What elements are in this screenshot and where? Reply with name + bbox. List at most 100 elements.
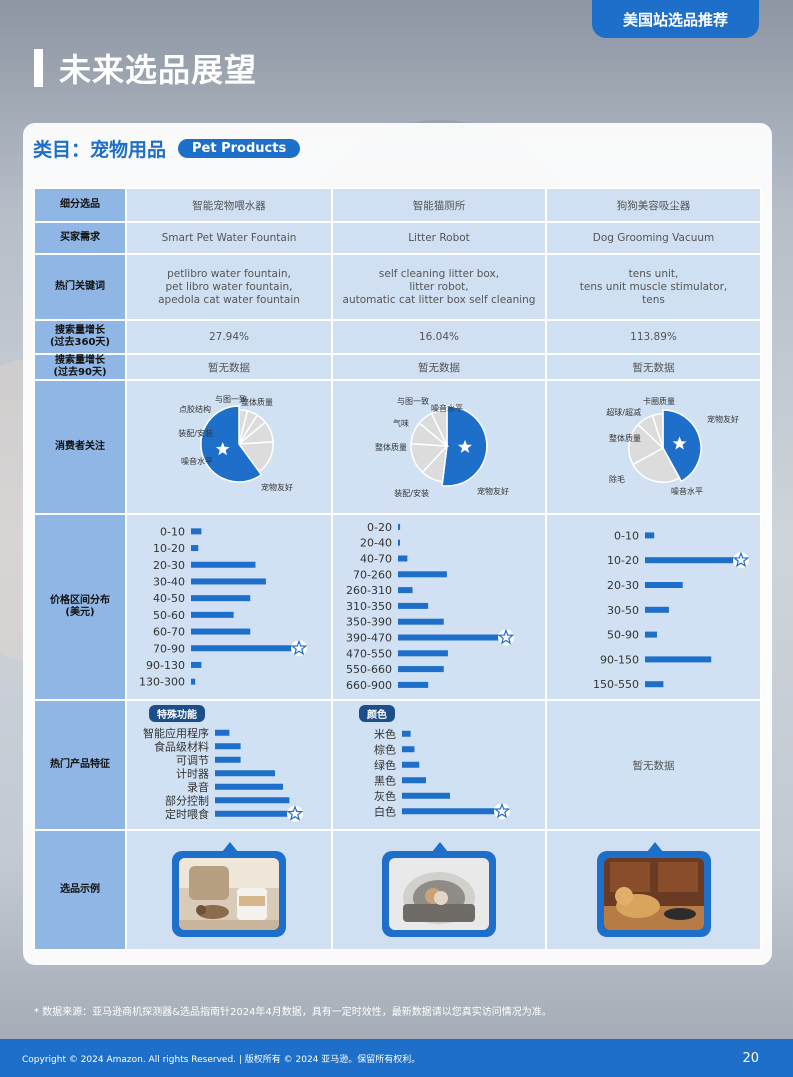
bar: [215, 743, 241, 750]
bar-label: 350-390: [346, 616, 392, 629]
pie-label: 宠物友好: [707, 414, 739, 424]
bar: [398, 571, 447, 578]
subcat-3: 狗狗美容吸尘器: [545, 187, 762, 223]
pie-label: 噪音水平: [671, 486, 703, 496]
need-1: Smart Pet Water Fountain: [125, 221, 333, 255]
bar-label: 白色: [374, 804, 396, 818]
star-icon: [212, 438, 233, 458]
content-card: 类目：宠物用品 Pet Products 细分选品 智能宠物喂水器 智能猫厕所 …: [23, 123, 772, 965]
page-number: 20: [742, 1050, 759, 1066]
keywords-1: petlibro water fountain, pet libro water…: [125, 253, 333, 321]
keyword: self cleaning litter box,: [378, 267, 500, 280]
bar: [191, 545, 199, 552]
label-buyer-need: 买家需求: [33, 221, 127, 255]
bar-label: 40-50: [153, 592, 185, 605]
growth90-3: 暂无数据: [545, 353, 762, 381]
row-features: 热门产品特征 特殊功能 智能应用程序 食品级材料 可调节 计时器 录音 部分控制 定时喂食 …: [33, 699, 762, 831]
keywords-3: tens unit, tens unit muscle stimulator, …: [545, 253, 762, 321]
title-bar: [34, 49, 43, 87]
bar-label: 70-90: [153, 642, 185, 655]
water-fountain-photo: [179, 858, 279, 930]
bar-label: 260-310: [346, 584, 392, 597]
bar: [398, 634, 502, 641]
row-focus: 消费者关注 点胶结构 与图一致 整体质量 装配/安装 噪音水平 宠物友好 与图一致 噪音水平…: [33, 379, 762, 515]
label-line: 搜索量增长: [55, 325, 105, 336]
copyright: Copyright © 2024 Amazon. All rights Rese…: [22, 1054, 421, 1065]
star-icon: [286, 805, 304, 821]
bar: [402, 730, 411, 737]
example-frame: [382, 841, 496, 939]
label-features: 热门产品特征: [33, 699, 127, 831]
footer: Copyright © 2024 Amazon. All rights Rese…: [0, 1039, 793, 1077]
category-cn: 类目：宠物用品: [33, 139, 167, 161]
bar: [644, 681, 663, 688]
bar: [215, 729, 230, 736]
pie-label: 点胶结构: [179, 404, 211, 414]
bar: [644, 582, 683, 588]
bar-label: 0-10: [160, 525, 185, 538]
label-line: 价格区间分布: [50, 595, 110, 606]
pie-slice: [631, 446, 681, 483]
label-subcat: 细分选品: [33, 187, 127, 223]
features-cell-1: 特殊功能 智能应用程序 食品级材料 可调节 计时器 录音 部分控制 定时喂食: [125, 699, 333, 831]
bar-label: 20-30: [153, 559, 185, 572]
label-focus: 消费者关注: [33, 379, 127, 515]
example-cell-1: [125, 829, 333, 951]
pie-slice: [430, 409, 448, 447]
pie-label: 与图一致: [397, 396, 429, 406]
bar: [191, 678, 196, 685]
bar-label: 50-90: [607, 629, 639, 642]
bar-label: 食品级材料: [154, 739, 209, 753]
star-icon: [497, 628, 515, 645]
star-icon: [493, 802, 511, 819]
star-icon: [732, 551, 749, 568]
bar: [191, 578, 266, 585]
bar-label: 70-260: [353, 568, 392, 581]
label-example: 选品示例: [33, 829, 127, 951]
page-title: 未来选品展望: [34, 48, 257, 89]
bar: [398, 666, 444, 673]
growth360-2: 16.04%: [331, 319, 547, 355]
bar: [402, 746, 415, 753]
bar-label: 米色: [374, 727, 396, 741]
bar-label: 40-70: [360, 553, 392, 566]
pie-slice: [200, 405, 263, 483]
bar-label: 550-660: [346, 663, 392, 676]
price-bar-chart: 0-10 10-20 20-30 30-50 50-90 90-150 150-550: [593, 529, 749, 691]
keywords-2: self cleaning litter box, litter robot, …: [331, 253, 547, 321]
bar: [398, 523, 401, 530]
bar-label: 录音: [187, 780, 209, 794]
bar-label: 灰色: [374, 789, 396, 803]
features-3: 暂无数据: [545, 699, 762, 831]
bar-label: 智能应用程序: [143, 726, 209, 740]
bar-label: 黑色: [374, 773, 396, 787]
keyword: tens unit muscle stimulator,: [579, 280, 728, 293]
bar: [402, 808, 498, 815]
price-bar-chart: 0-10 10-20 20-30 30-40 40-50 50-60 60-70 70-90 9…: [139, 525, 308, 689]
keyword: automatic cat litter box self cleaning: [342, 293, 536, 306]
bar: [191, 595, 251, 602]
bar: [398, 650, 448, 657]
label-price: 价格区间分布 (美元): [33, 513, 127, 701]
pie-slice: [628, 423, 665, 466]
row-growth90: 搜索量增长 (过去90天) 暂无数据 暂无数据 暂无数据: [33, 353, 762, 381]
bar-label: 0-10: [614, 529, 639, 542]
bar-label: 150-550: [593, 678, 639, 691]
bar: [191, 561, 256, 568]
need-3: Dog Grooming Vacuum: [545, 221, 762, 255]
category-en-pill: Pet Products: [178, 139, 301, 158]
grooming-vacuum-photo: [603, 858, 704, 930]
pie-label: 装配/安装: [178, 428, 213, 438]
label-line: (过去90天): [53, 367, 107, 378]
features-cell-2: 颜色 米色 棕色 绿色 黑色 灰色 白色: [331, 699, 547, 831]
star-icon: [454, 436, 475, 456]
data-source-note: * 数据来源：亚马逊商机探测器&选品指南针2024年4月数据，具有一定时效性，最…: [34, 1007, 552, 1018]
row-growth360: 搜索量增长 (过去360天) 27.94% 16.04% 113.89%: [33, 319, 762, 355]
price-cell-3: 0-10 10-20 20-30 30-50 50-90 90-150 150-550: [545, 513, 762, 701]
bar-label: 计时器: [176, 767, 209, 780]
label-line: 搜索量增长: [55, 355, 105, 366]
keyword: apedola cat water fountain: [158, 293, 300, 306]
pie-label: 噪音水平: [431, 403, 463, 413]
